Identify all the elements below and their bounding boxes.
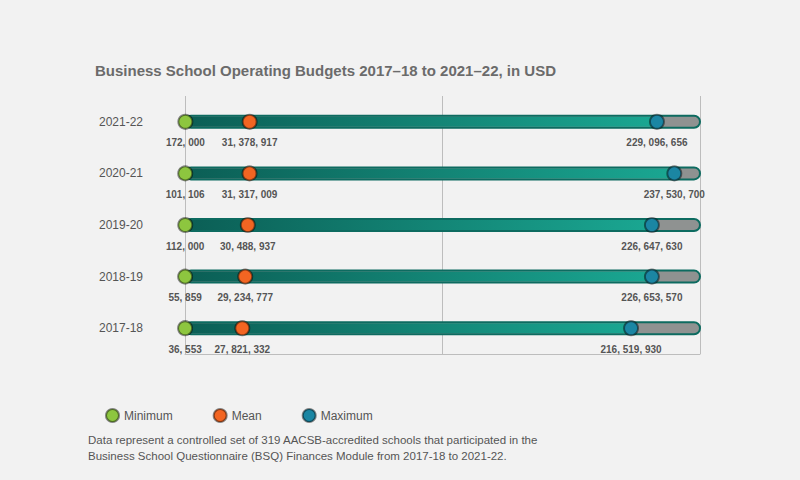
svg-text:Data represent a controlled se: Data represent a controlled set of 319 A… [88,434,541,446]
svg-text:Minimum: Minimum [124,409,173,423]
svg-text:101, 106: 101, 106 [166,189,205,200]
svg-text:Business School Operating Budg: Business School Operating Budgets 2017–1… [95,62,556,79]
svg-text:31, 378, 917: 31, 378, 917 [222,137,278,148]
svg-text:226, 647, 630: 226, 647, 630 [621,241,683,252]
svg-text:112, 000: 112, 000 [166,241,205,252]
svg-text:30, 488, 937: 30, 488, 937 [220,241,276,252]
svg-text:27, 821, 332: 27, 821, 332 [215,344,271,355]
svg-text:226, 653, 570: 226, 653, 570 [621,292,683,303]
svg-text:2021-22: 2021-22 [99,115,143,129]
svg-text:29, 234, 777: 29, 234, 777 [217,292,273,303]
svg-text:216, 519, 930: 216, 519, 930 [600,344,662,355]
svg-text:229, 096, 656: 229, 096, 656 [626,137,688,148]
svg-text:172, 000: 172, 000 [166,137,205,148]
svg-text:36, 553: 36, 553 [168,344,202,355]
svg-text:237, 530, 700: 237, 530, 700 [644,189,706,200]
svg-text:Mean: Mean [232,409,262,423]
svg-text:2017-18: 2017-18 [99,321,143,335]
svg-text:2018-19: 2018-19 [99,270,143,284]
svg-text:Maximum: Maximum [321,409,373,423]
svg-text:2019-20: 2019-20 [99,218,143,232]
svg-text:31, 317, 009: 31, 317, 009 [222,189,278,200]
svg-text:2020-21: 2020-21 [99,166,143,180]
svg-text:55, 859: 55, 859 [168,292,202,303]
svg-text:Business School Questionnaire: Business School Questionnaire (BSQ) Fina… [88,450,507,462]
